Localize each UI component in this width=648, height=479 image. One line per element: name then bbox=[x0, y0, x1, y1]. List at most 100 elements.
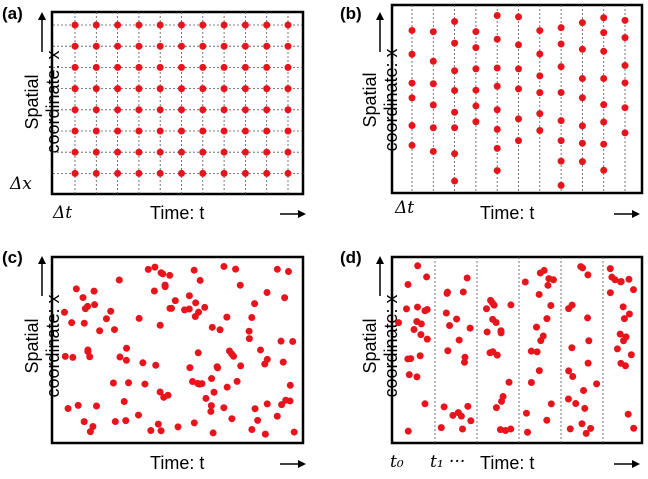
sample-point bbox=[620, 337, 628, 345]
sample-point bbox=[194, 349, 202, 357]
sample-point bbox=[286, 381, 294, 389]
sample-point bbox=[451, 67, 459, 75]
sample-point bbox=[199, 63, 207, 71]
sample-point bbox=[190, 266, 198, 274]
plot-frame bbox=[390, 3, 644, 195]
sample-point bbox=[281, 294, 289, 302]
sample-point bbox=[621, 62, 629, 70]
sample-point bbox=[444, 347, 452, 355]
sample-point bbox=[613, 345, 621, 353]
sample-point bbox=[241, 42, 249, 50]
x-axis-arrowhead bbox=[632, 210, 640, 218]
sample-point bbox=[624, 410, 632, 418]
sample-point bbox=[278, 401, 286, 409]
sample-point bbox=[600, 166, 608, 174]
sample-point bbox=[515, 85, 522, 93]
sample-point bbox=[459, 288, 467, 296]
sample-point bbox=[92, 402, 100, 410]
sample-point bbox=[472, 44, 480, 52]
sample-point bbox=[71, 148, 79, 156]
sample-point bbox=[135, 314, 143, 322]
sample-point bbox=[564, 395, 572, 403]
x-axis-label: Time: t bbox=[150, 453, 205, 473]
sample-point bbox=[195, 380, 203, 388]
sample-point bbox=[629, 286, 637, 294]
sample-point bbox=[600, 75, 608, 83]
sample-point bbox=[277, 337, 285, 345]
sample-point bbox=[547, 400, 555, 408]
sample-point bbox=[587, 424, 595, 432]
sample-point bbox=[257, 346, 265, 354]
sample-point bbox=[446, 322, 454, 330]
sample-point bbox=[263, 85, 271, 93]
sample-point bbox=[71, 63, 79, 71]
sample-point bbox=[115, 276, 123, 284]
sample-point bbox=[92, 148, 100, 156]
sample-point bbox=[472, 102, 480, 110]
sample-point bbox=[289, 337, 297, 345]
sample-point bbox=[123, 344, 131, 352]
sample-point bbox=[263, 127, 271, 135]
sample-point bbox=[557, 63, 565, 71]
sample-point bbox=[86, 428, 94, 436]
sample-point bbox=[178, 127, 185, 135]
sample-point bbox=[488, 299, 496, 307]
x-axis-label: Time: t bbox=[150, 203, 205, 223]
sample-point bbox=[134, 411, 142, 419]
x-axis-arrowhead bbox=[298, 210, 306, 218]
sample-point bbox=[600, 14, 608, 22]
sample-point bbox=[263, 355, 271, 363]
sample-point bbox=[536, 50, 544, 58]
sample-point bbox=[617, 359, 625, 367]
sample-point bbox=[207, 407, 215, 415]
sample-point bbox=[449, 411, 457, 419]
sample-point bbox=[404, 281, 412, 289]
plot-frame bbox=[50, 255, 305, 445]
sample-point bbox=[545, 275, 553, 283]
sample-point bbox=[429, 101, 437, 109]
sample-point bbox=[248, 426, 256, 434]
sample-point bbox=[69, 353, 77, 361]
sample-point bbox=[497, 329, 505, 337]
sample-point bbox=[220, 169, 228, 177]
sample-point bbox=[79, 294, 87, 302]
sample-point bbox=[282, 396, 290, 404]
sample-point bbox=[536, 72, 544, 80]
sample-point bbox=[429, 80, 437, 88]
sample-point bbox=[241, 63, 249, 71]
sample-point bbox=[584, 271, 592, 279]
sample-point bbox=[499, 393, 507, 401]
sample-point bbox=[190, 419, 198, 427]
sample-point bbox=[122, 356, 130, 364]
sample-point bbox=[535, 290, 543, 298]
sample-point bbox=[429, 57, 437, 65]
sample-point bbox=[451, 108, 459, 116]
sample-point bbox=[71, 42, 79, 50]
sample-point bbox=[263, 21, 271, 29]
sample-point bbox=[199, 148, 207, 156]
sample-point bbox=[284, 21, 292, 29]
sample-point bbox=[92, 85, 100, 93]
sample-point bbox=[410, 325, 418, 333]
sample-point bbox=[241, 127, 249, 135]
sample-point bbox=[585, 337, 593, 345]
sample-point bbox=[232, 265, 240, 273]
sample-point bbox=[241, 169, 249, 177]
sample-point bbox=[569, 373, 577, 381]
sample-point bbox=[515, 13, 522, 21]
y-axis-arrowhead bbox=[376, 256, 384, 264]
panel-label: (b) bbox=[340, 4, 362, 23]
sample-point bbox=[80, 319, 88, 327]
sample-point bbox=[199, 85, 207, 93]
sample-point bbox=[109, 379, 117, 387]
sample-point bbox=[71, 85, 79, 93]
sample-point bbox=[189, 378, 197, 386]
sample-point bbox=[220, 63, 228, 71]
sample-point bbox=[507, 425, 515, 433]
sample-point bbox=[600, 29, 608, 37]
sample-point bbox=[627, 351, 635, 359]
sample-point bbox=[621, 104, 629, 112]
sample-point bbox=[199, 106, 207, 114]
sample-point bbox=[71, 106, 79, 114]
